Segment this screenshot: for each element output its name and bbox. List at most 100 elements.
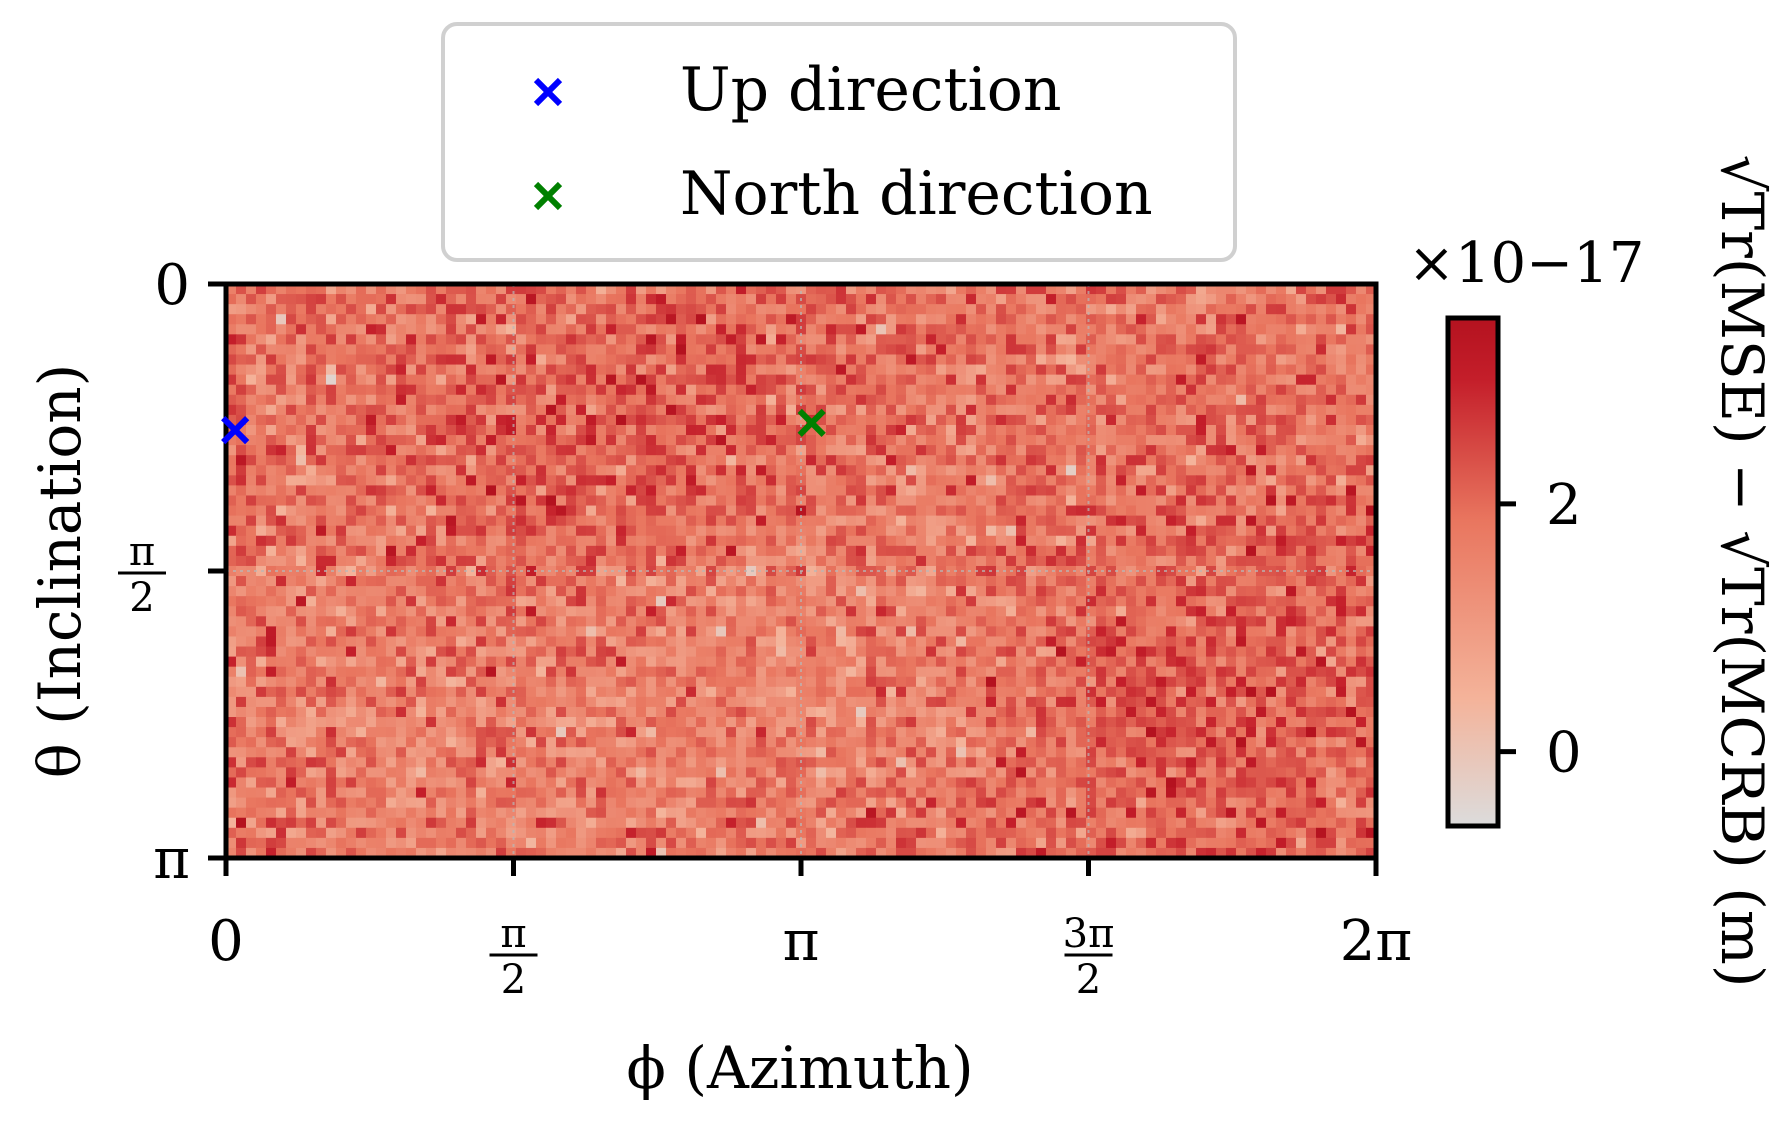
heatmap-cell: [256, 374, 267, 386]
heatmap-cell: [236, 646, 247, 658]
heatmap-cell: [1236, 636, 1247, 648]
heatmap-cell: [346, 445, 357, 456]
heatmap-cell: [1046, 465, 1057, 476]
heatmap-cell: [896, 294, 907, 305]
heatmap-cell: [736, 676, 747, 688]
heatmap-cell: [916, 354, 927, 366]
heatmap-cell: [986, 576, 997, 587]
heatmap-cell: [646, 676, 657, 688]
heatmap-cell: [1066, 555, 1077, 567]
heatmap-cell: [296, 636, 307, 648]
heatmap-cell: [1336, 495, 1347, 507]
heatmap-cell: [316, 565, 327, 577]
heatmap-cell: [766, 435, 777, 446]
heatmap-cell: [426, 505, 437, 517]
heatmap-cell: [1276, 576, 1287, 587]
heatmap-cell: [1186, 576, 1197, 587]
heatmap-cell: [1186, 364, 1197, 376]
heatmap-cell: [586, 445, 597, 456]
heatmap-cell: [1086, 676, 1097, 688]
heatmap-cell: [466, 354, 477, 366]
heatmap-cell: [1096, 646, 1107, 658]
heatmap-cell: [786, 334, 797, 346]
heatmap-cell: [916, 616, 927, 627]
heatmap-cell: [476, 445, 487, 456]
heatmap-cell: [416, 505, 427, 517]
heatmap-cell: [926, 445, 937, 456]
heatmap-cell: [236, 294, 247, 305]
heatmap-cell: [1026, 656, 1037, 668]
heatmap-cell: [1136, 445, 1147, 456]
heatmap-cell: [1146, 354, 1157, 366]
heatmap-cell: [1186, 535, 1197, 547]
heatmap-cell: [736, 505, 747, 517]
heatmap-cell: [836, 284, 847, 295]
heatmap-cell: [786, 364, 797, 376]
heatmap-cell: [1156, 505, 1167, 517]
heatmap-cell: [1096, 384, 1107, 396]
heatmap-cell: [1226, 606, 1237, 617]
heatmap-cell: [906, 354, 917, 366]
heatmap-cell: [1036, 404, 1047, 416]
heatmap-cell: [1106, 676, 1117, 688]
heatmap-cell: [786, 445, 797, 456]
heatmap-cell: [406, 344, 417, 356]
heatmap-cell: [296, 626, 307, 638]
heatmap-cell: [676, 445, 687, 456]
heatmap-cell: [1316, 424, 1327, 436]
heatmap-cell: [666, 515, 677, 527]
heatmap-cell: [686, 616, 697, 627]
heatmap-cell: [256, 404, 267, 416]
heatmap-cell: [566, 616, 577, 627]
heatmap-cell: [576, 334, 587, 346]
heatmap-cell: [836, 576, 847, 587]
heatmap-cell: [546, 596, 557, 607]
heatmap-cell: [566, 435, 577, 446]
heatmap-cell: [936, 344, 947, 356]
heatmap-cell: [856, 324, 867, 335]
heatmap-cell: [986, 445, 997, 456]
heatmap-cell: [796, 606, 807, 617]
heatmap-cell: [376, 696, 387, 708]
heatmap-cell: [1356, 445, 1367, 456]
heatmap-cell: [1306, 525, 1317, 537]
heatmap-cell: [1266, 646, 1277, 658]
heatmap-cell: [626, 636, 637, 648]
heatmap-cell: [806, 706, 817, 718]
heatmap-cell: [1006, 485, 1017, 497]
heatmap-cell: [1166, 435, 1177, 446]
heatmap-cell: [726, 334, 737, 346]
heatmap-cell: [986, 505, 997, 517]
heatmap-cell: [706, 596, 717, 607]
heatmap-cell: [1096, 706, 1107, 718]
heatmap-cell: [1256, 284, 1267, 295]
heatmap-cell: [416, 525, 427, 537]
heatmap-cell: [666, 424, 677, 436]
heatmap-cell: [1116, 666, 1127, 678]
heatmap-cell: [1286, 676, 1297, 688]
heatmap-cell: [866, 455, 877, 466]
heatmap-cell: [1156, 676, 1167, 688]
heatmap-cell: [796, 304, 807, 315]
heatmap-cell: [1276, 656, 1287, 668]
heatmap-cell: [656, 465, 667, 476]
heatmap-cell: [836, 636, 847, 648]
heatmap-cell: [1156, 374, 1167, 386]
heatmap-cell: [1176, 435, 1187, 446]
heatmap-cell: [916, 475, 927, 486]
heatmap-cell: [636, 626, 647, 638]
heatmap-cell: [1036, 515, 1047, 527]
heatmap-cell: [346, 686, 357, 698]
heatmap-cell: [326, 344, 337, 356]
heatmap-cell: [626, 354, 637, 366]
heatmap-cell: [826, 314, 837, 325]
heatmap-cell: [226, 284, 237, 295]
heatmap-cell: [366, 384, 377, 396]
heatmap-cell: [596, 304, 607, 315]
heatmap-cell: [1316, 475, 1327, 486]
heatmap-cell: [616, 555, 627, 567]
heatmap-cell: [826, 374, 837, 386]
heatmap-cell: [566, 424, 577, 436]
heatmap-cell: [566, 314, 577, 325]
heatmap-cell: [1236, 374, 1247, 386]
